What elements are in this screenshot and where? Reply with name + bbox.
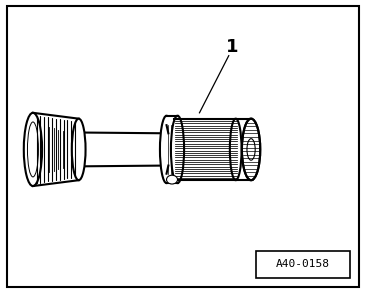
Ellipse shape <box>27 122 38 177</box>
Ellipse shape <box>167 175 178 184</box>
Ellipse shape <box>242 119 260 180</box>
Bar <box>256 251 350 278</box>
Bar <box>167 116 178 183</box>
Ellipse shape <box>72 119 86 180</box>
Text: A40-0158: A40-0158 <box>276 259 330 270</box>
Ellipse shape <box>24 113 42 186</box>
Text: 1: 1 <box>226 38 239 56</box>
Bar <box>174 119 251 180</box>
Ellipse shape <box>160 116 173 183</box>
